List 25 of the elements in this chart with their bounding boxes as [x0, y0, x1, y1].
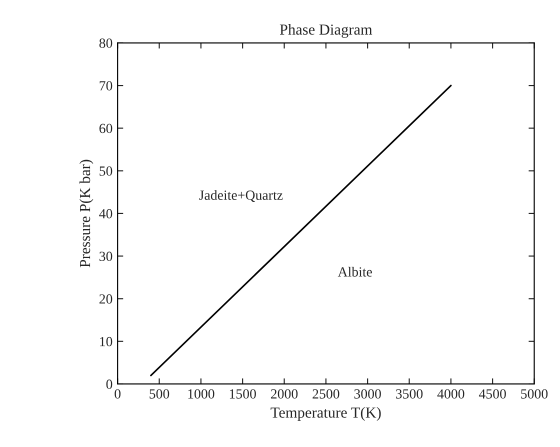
- x-tick-label: 1500: [230, 389, 256, 399]
- annotation: Jadeite+Quartz: [199, 190, 283, 202]
- x-tick-label: 4000: [437, 389, 464, 399]
- chart-title: Phase Diagram: [280, 24, 372, 38]
- annotation: Albite: [338, 266, 372, 277]
- y-tick-label: 30: [100, 252, 112, 262]
- x-tick-label: 3500: [396, 389, 423, 399]
- y-tick-label: 80: [99, 38, 112, 48]
- x-tick-label: 0: [114, 389, 121, 399]
- y-tick-label: 60: [99, 124, 112, 134]
- y-tick-label: 40: [99, 209, 112, 218]
- y-tick-label: 50: [100, 166, 112, 176]
- x-axis-title: Temperature T(K): [270, 406, 381, 421]
- x-tick-label: 500: [150, 389, 170, 399]
- y-axis-title: Pressure P(K bar): [79, 160, 94, 268]
- x-tick-label: 1000: [188, 389, 214, 399]
- x-tick-label: 3000: [354, 389, 381, 399]
- x-tick-label: 2500: [312, 389, 340, 399]
- x-tick-label: 4500: [478, 389, 506, 399]
- x-tick-label: 5000: [521, 389, 548, 399]
- y-tick-label: 0: [106, 380, 112, 389]
- y-tick-label: 10: [100, 336, 112, 346]
- y-tick-label: 20: [99, 294, 112, 304]
- y-tick-label: 70: [100, 81, 112, 90]
- x-tick-label: 2000: [270, 389, 298, 399]
